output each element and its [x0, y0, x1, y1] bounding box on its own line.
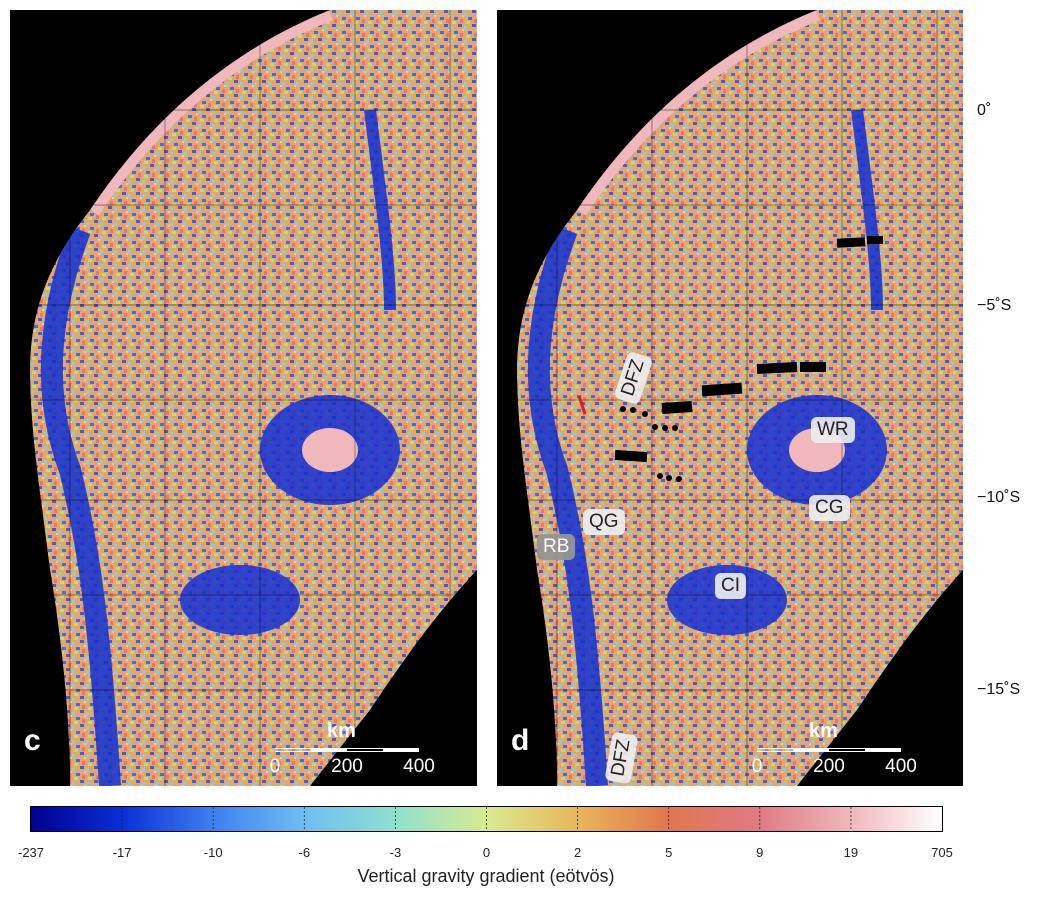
- scale-bar-d: km 0 200 400: [747, 720, 917, 780]
- colorbar-tick-label: 19: [843, 845, 859, 860]
- gravity-map-c: [10, 10, 477, 786]
- colorbar-tick-label: 2: [573, 845, 582, 860]
- scale-tick: 400: [403, 756, 435, 777]
- panel-label-d: d: [511, 724, 530, 757]
- colorbar-caption: Vertical gravity gradient (eötvös): [357, 866, 615, 886]
- label-rb: RB: [537, 534, 576, 560]
- scale-bar-c: km 0 200 400: [265, 720, 435, 780]
- colorbar-gradient: [31, 807, 942, 831]
- colorbar-tick-label: 705: [931, 845, 953, 860]
- colorbar-tick-label: 0: [482, 845, 491, 860]
- scale-tick: 200: [331, 756, 363, 777]
- map-panel-d: d DFZ DFZ WR CG QG RB CI km 0 200 400: [497, 10, 963, 786]
- latitude-label-10s: −10˚S: [977, 489, 1021, 506]
- colorbar-tick-label: -6: [298, 845, 311, 860]
- colorbar: [30, 806, 943, 832]
- gravity-map-d: [497, 10, 963, 786]
- latitude-label-0: 0˚: [977, 102, 992, 119]
- scale-tick: 200: [813, 756, 845, 777]
- colorbar-tick-label: -3: [389, 845, 402, 860]
- colorbar-tick-label: 9: [756, 845, 764, 860]
- colorbar-tick-label: -237: [17, 845, 45, 860]
- label-wr: WR: [811, 417, 855, 443]
- latitude-label-5s: −5˚S: [977, 297, 1012, 314]
- scale-tick: 0: [751, 756, 763, 777]
- scale-tick: 400: [885, 756, 917, 777]
- panel-label-c: c: [24, 724, 41, 757]
- label-qg: QG: [583, 509, 625, 535]
- scale-unit: km: [327, 720, 356, 742]
- colorbar-tick-label: 5: [665, 845, 673, 860]
- scale-unit: km: [809, 720, 838, 742]
- latitude-label-15s: −15˚S: [977, 681, 1021, 698]
- colorbar-tick-label: -17: [112, 845, 132, 860]
- colorbar-tick-label: -10: [203, 845, 223, 860]
- red-marker: [577, 395, 587, 415]
- label-cg: CG: [809, 495, 850, 521]
- label-ci: CI: [715, 573, 746, 599]
- map-panel-c: c km 0 200 400: [10, 10, 477, 786]
- scale-tick: 0: [269, 756, 281, 777]
- track-segments: [614, 236, 883, 482]
